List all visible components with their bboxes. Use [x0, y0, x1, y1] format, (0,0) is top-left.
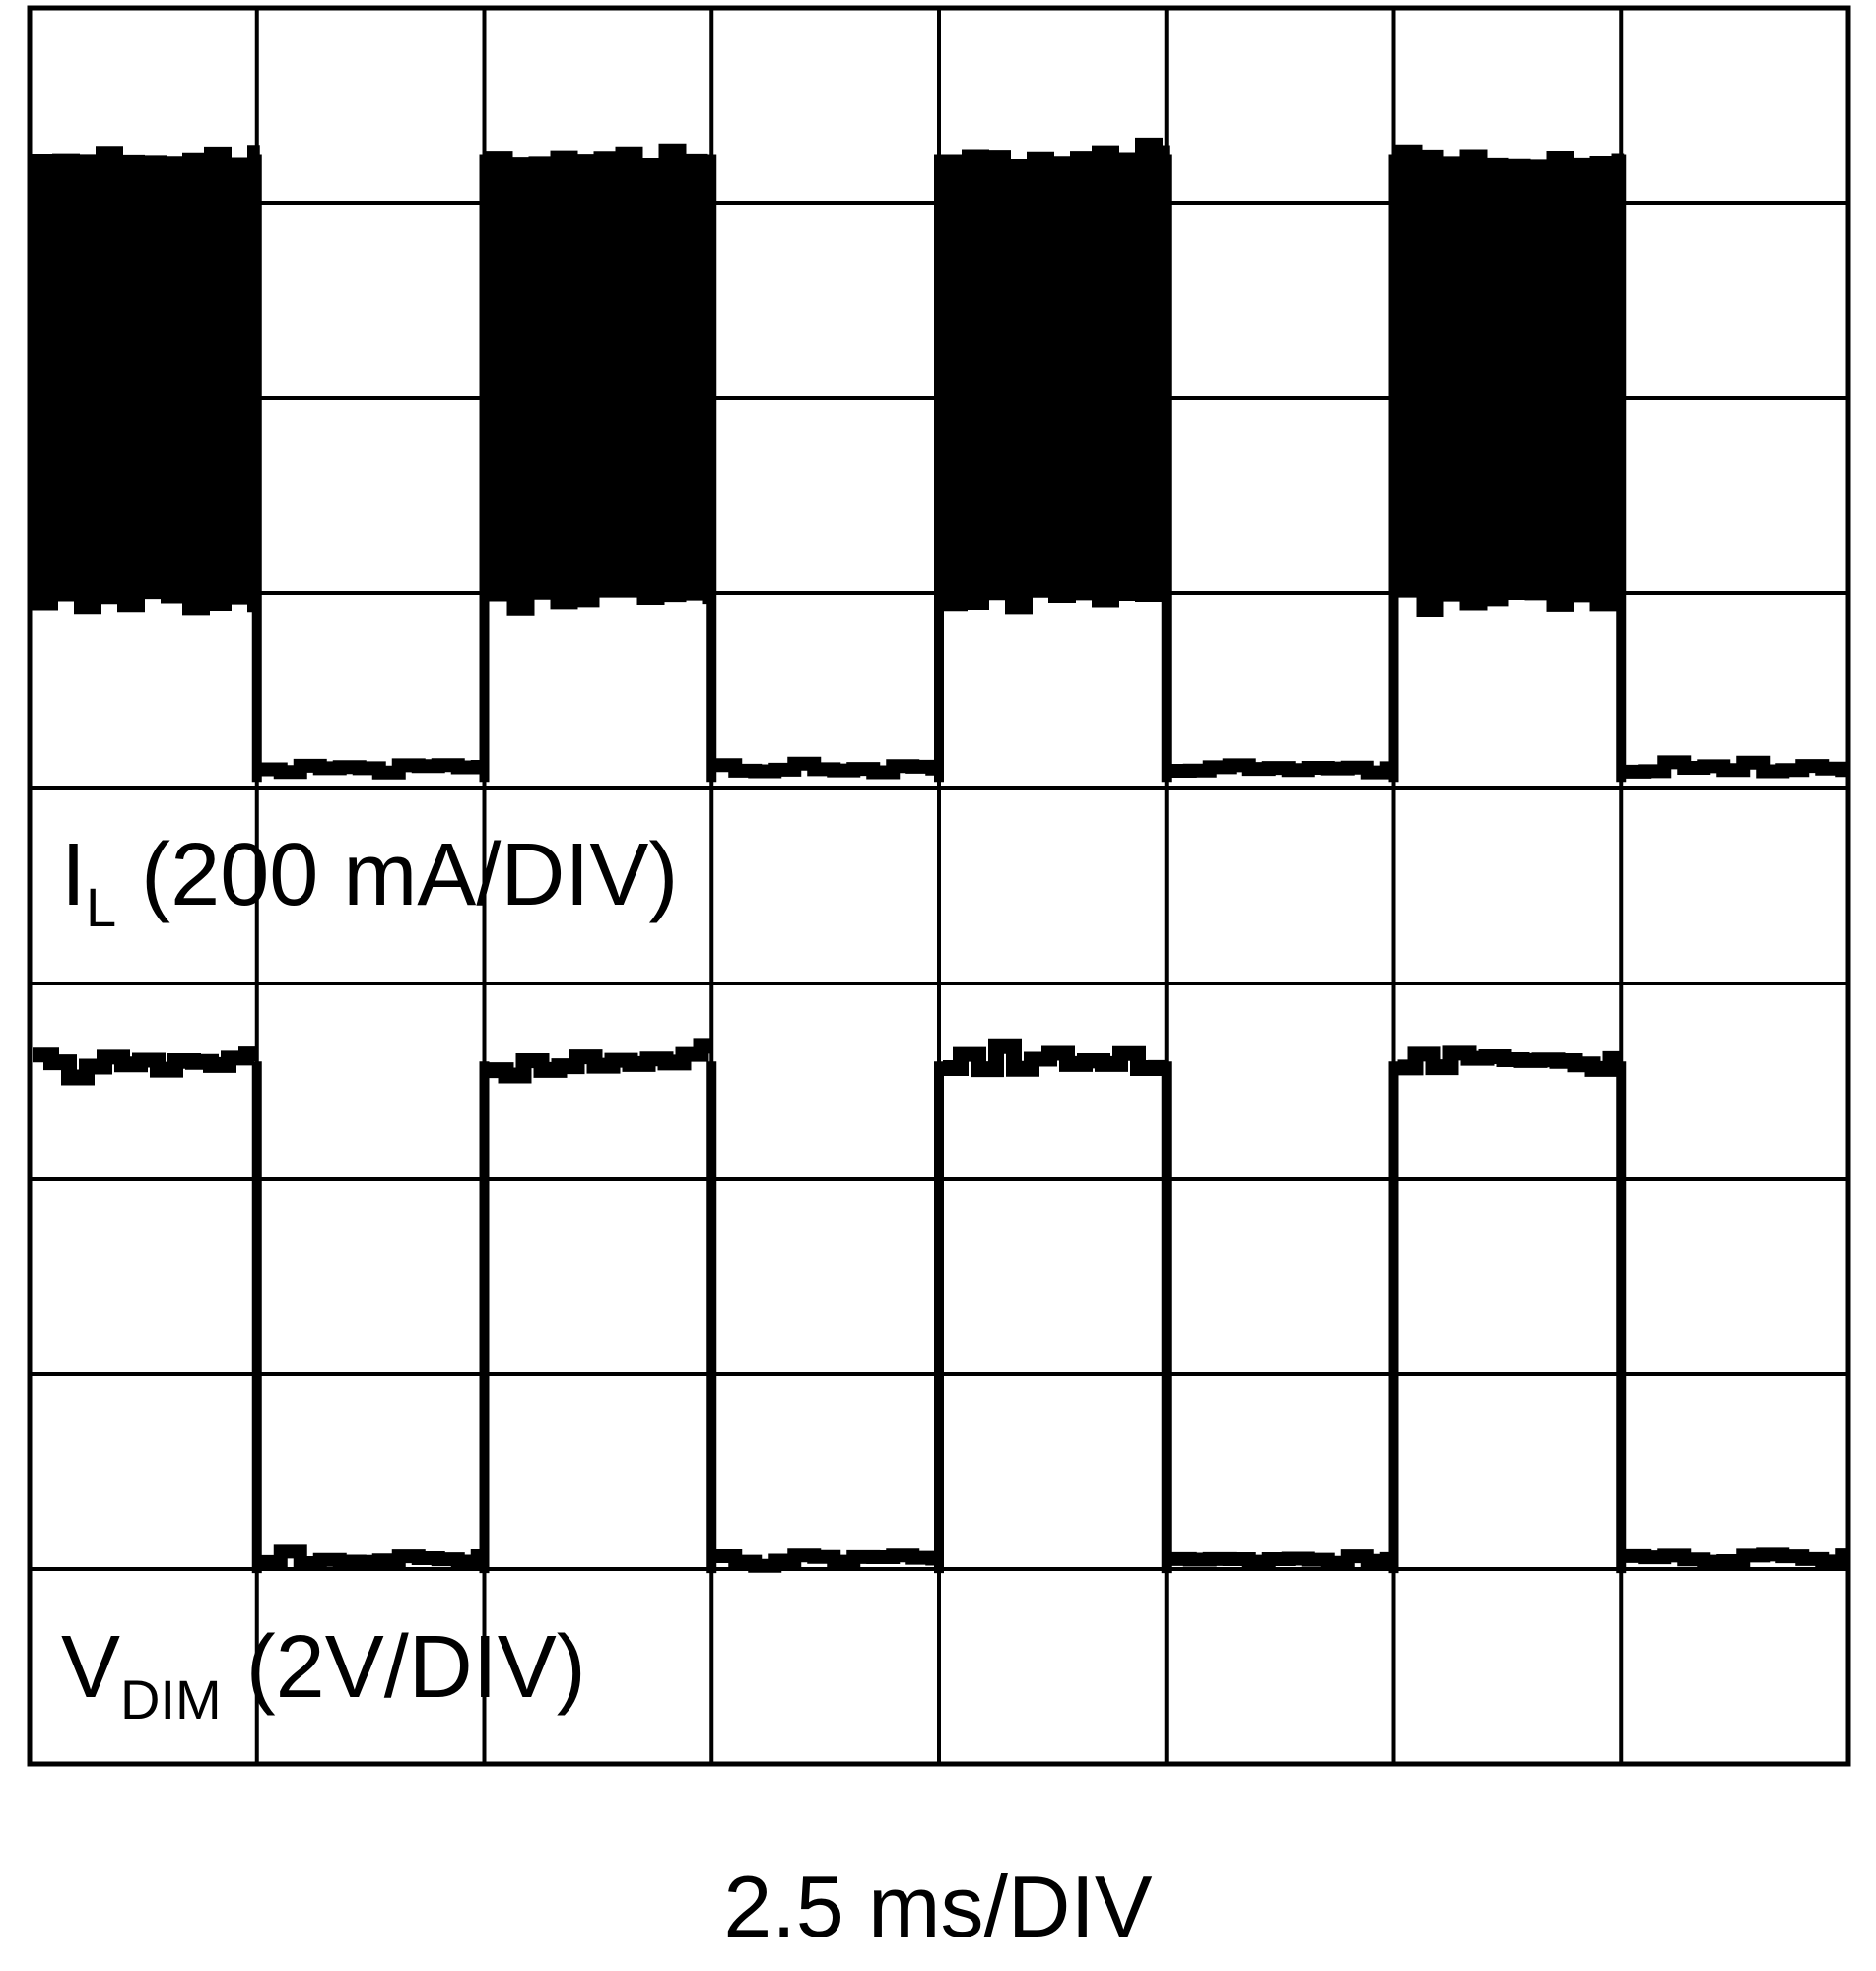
vdim-low-segment-6 [1170, 1549, 1394, 1570]
il-trace [31, 137, 1849, 783]
vdim-label-main: V [61, 1618, 120, 1717]
vdim-high-segment-1 [34, 1046, 257, 1086]
vdim-low-segment-4 [715, 1548, 940, 1573]
vdim-high-segment-7 [1397, 1045, 1622, 1077]
vdim-channel-label: VDIM (2V/DIV) [61, 1618, 586, 1731]
vdim-label-scale: (2V/DIV) [222, 1618, 586, 1717]
il-high-segment-7 [1394, 144, 1625, 618]
vdim-low-segment-8 [1625, 1547, 1849, 1569]
vdim-high-segment-3 [488, 1038, 712, 1084]
il-low-segment-8 [1625, 755, 1849, 779]
traces [31, 137, 1849, 1574]
il-low-segment-4 [715, 756, 940, 780]
vdim-trace [34, 1038, 1849, 1574]
il-low-segment-6 [1170, 758, 1394, 780]
il-label-scale: (200 mA/DIV) [116, 826, 678, 924]
il-low-segment-2 [260, 758, 485, 780]
vdim-high-segment-5 [943, 1038, 1167, 1078]
il-high-segment-3 [485, 143, 715, 616]
il-high-segment-5 [940, 137, 1170, 615]
il-label-sub: L [86, 876, 116, 938]
time-base-label: 2.5 ms/DIV [723, 1858, 1153, 1955]
il-label-main: I [61, 826, 86, 924]
il-high-segment-1 [31, 145, 260, 616]
il-channel-label: IL (200 mA/DIV) [61, 826, 678, 938]
vdim-low-segment-2 [260, 1544, 485, 1570]
vdim-label-sub: DIM [120, 1668, 222, 1731]
